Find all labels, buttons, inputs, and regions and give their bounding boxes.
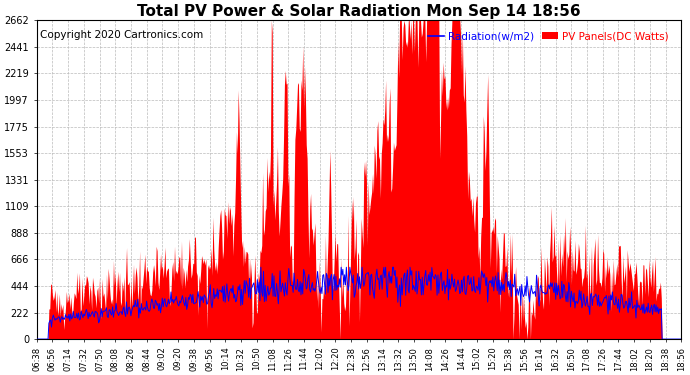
Title: Total PV Power & Solar Radiation Mon Sep 14 18:56: Total PV Power & Solar Radiation Mon Sep… xyxy=(137,4,581,19)
Legend: Radiation(w/m2), PV Panels(DC Watts): Radiation(w/m2), PV Panels(DC Watts) xyxy=(424,27,673,45)
Text: Copyright 2020 Cartronics.com: Copyright 2020 Cartronics.com xyxy=(40,30,203,40)
